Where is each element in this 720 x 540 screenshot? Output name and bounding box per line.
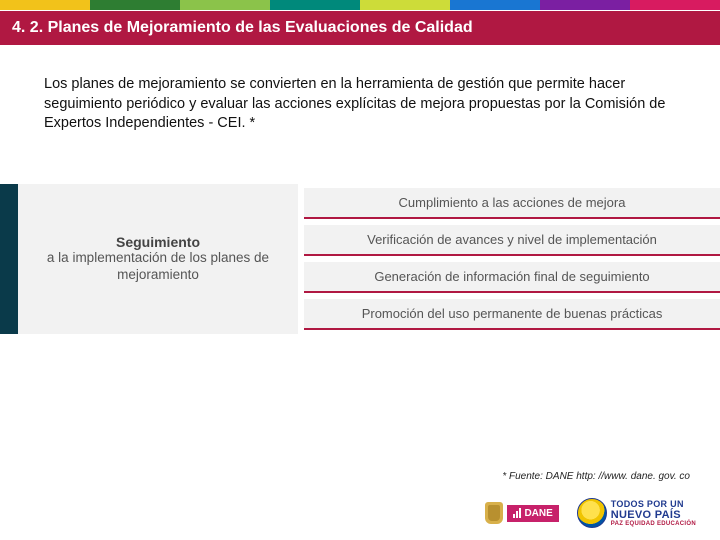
diagram-row: Promoción del uso permanente de buenas p…	[304, 299, 720, 330]
stripe-segment	[0, 0, 90, 10]
intro-paragraph: Los planes de mejoramiento se convierten…	[0, 45, 720, 154]
diagram-left-panel: Seguimiento a la implementación de los p…	[18, 184, 298, 334]
bars-icon	[513, 508, 521, 518]
nuevo-line2: NUEVO PAÍS	[611, 509, 696, 521]
section-title: 4. 2. Planes de Mejoramiento de las Eval…	[12, 19, 708, 37]
diagram-right-panel: Cumplimiento a las acciones de mejora Ver…	[298, 184, 720, 334]
stripe-segment	[360, 0, 450, 10]
shield-icon	[485, 502, 503, 524]
footer-logos: DANE TODOS POR UN NUEVO PAÍS PAZ EQUIDAD…	[485, 498, 696, 528]
dane-label: DANE	[524, 508, 552, 519]
nuevo-line3: PAZ EQUIDAD EDUCACIÓN	[611, 521, 696, 527]
stripe-segment	[540, 0, 630, 10]
process-diagram: Seguimiento a la implementación de los p…	[0, 184, 720, 334]
diagram-row: Cumplimiento a las acciones de mejora	[304, 188, 720, 219]
source-footnote: * Fuente: DANE http: //www. dane. gov. c…	[502, 471, 690, 482]
left-accent-bar	[0, 184, 18, 334]
top-color-stripe	[0, 0, 720, 10]
dane-logo: DANE	[485, 502, 558, 524]
globe-icon	[577, 498, 607, 528]
nuevo-line1: TODOS POR UN	[611, 499, 696, 509]
stripe-segment	[90, 0, 180, 10]
dane-wordmark: DANE	[507, 505, 558, 522]
nuevo-pais-logo: TODOS POR UN NUEVO PAÍS PAZ EQUIDAD EDUC…	[577, 498, 696, 528]
stripe-segment	[630, 0, 720, 10]
stripe-segment	[270, 0, 360, 10]
section-header: 4. 2. Planes de Mejoramiento de las Eval…	[0, 10, 720, 45]
stripe-segment	[450, 0, 540, 10]
diagram-row: Generación de información final de segui…	[304, 262, 720, 293]
diagram-row: Verificación de avances y nivel de imple…	[304, 225, 720, 256]
stripe-segment	[180, 0, 270, 10]
left-panel-subtitle: a la implementación de los planes de mej…	[36, 250, 280, 284]
left-panel-title: Seguimiento	[36, 234, 280, 250]
